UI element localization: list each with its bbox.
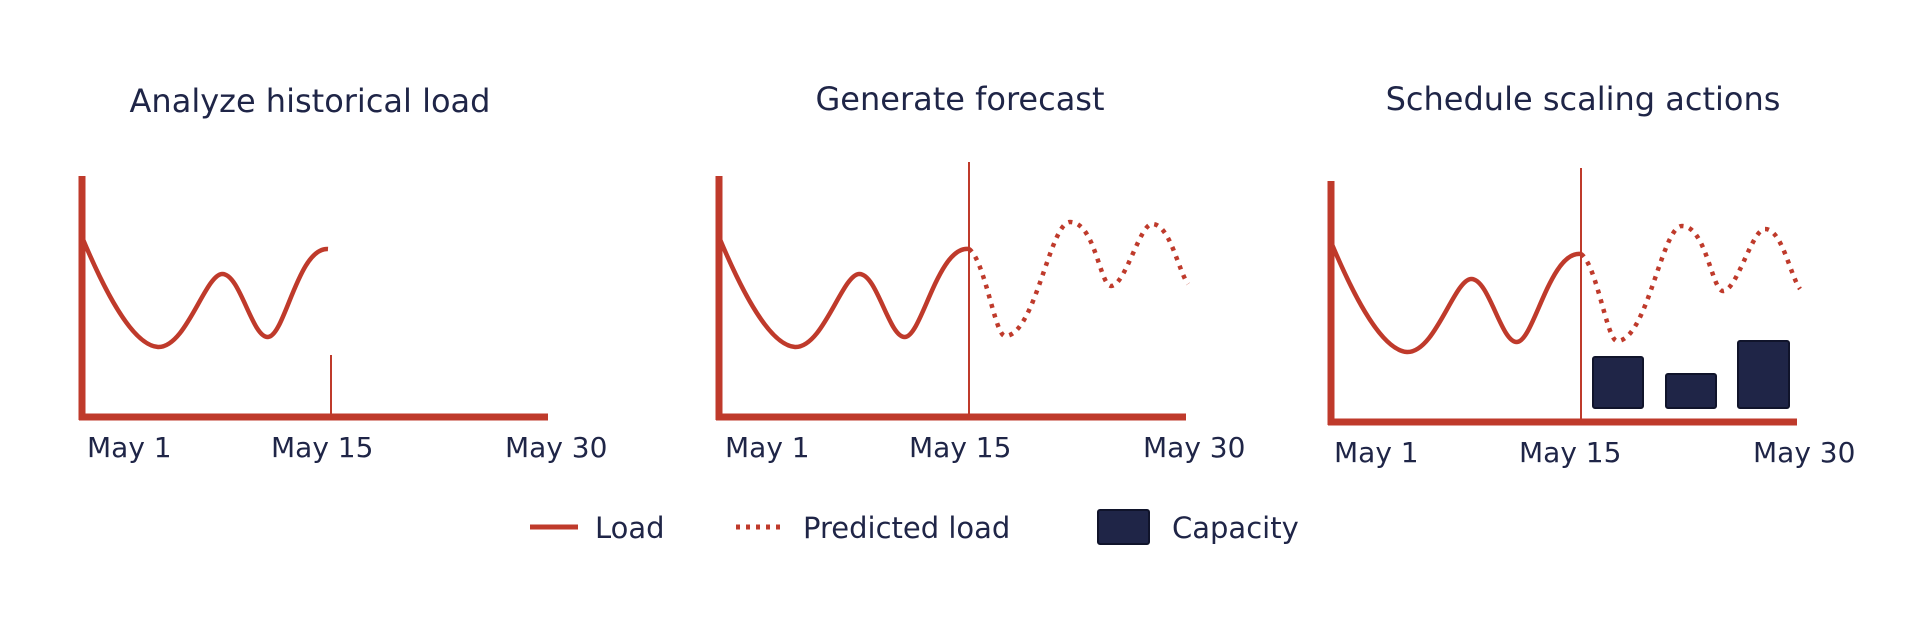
legend-predicted-label: Predicted load [803,511,1010,545]
panel-schedule: Schedule scaling actions May 1 May 15 Ma… [1327,80,1855,469]
load-line [716,236,970,350]
panel-forecast: Generate forecast May 1 May 15 May 30 [715,80,1245,464]
panel-title-forecast: Generate forecast [815,80,1104,118]
tick-may-30: May 30 [1753,436,1855,469]
axes-forecast [715,176,1186,421]
panel-title-schedule: Schedule scaling actions [1386,80,1781,118]
capacity-block [1665,373,1717,409]
tick-may-1: May 1 [725,431,810,464]
panel-title-analyze: Analyze historical load [130,82,491,120]
tick-may-30: May 30 [505,431,607,464]
load-line [1328,241,1582,355]
legend-capacity-swatch [1097,509,1150,545]
tick-may-30: May 30 [1143,431,1245,464]
capacity-block [1737,340,1790,409]
predicted-load-line [1579,223,1802,344]
legend: Load Predicted load Capacity [530,509,1299,545]
legend-load-label: Load [595,511,665,545]
panel-analyze: Analyze historical load May 1 May 15 May… [78,82,607,464]
tick-may-1: May 1 [87,431,172,464]
tick-may-15: May 15 [909,431,1011,464]
predicted-load-line [967,219,1190,339]
tick-may-15: May 15 [271,431,373,464]
legend-capacity-label: Capacity [1172,511,1299,545]
axes-analyze [78,176,548,421]
tick-may-15: May 15 [1519,436,1621,469]
axes-schedule [1327,181,1797,426]
tick-may-1: May 1 [1334,436,1419,469]
load-line [79,236,329,350]
capacity-block [1592,356,1644,409]
